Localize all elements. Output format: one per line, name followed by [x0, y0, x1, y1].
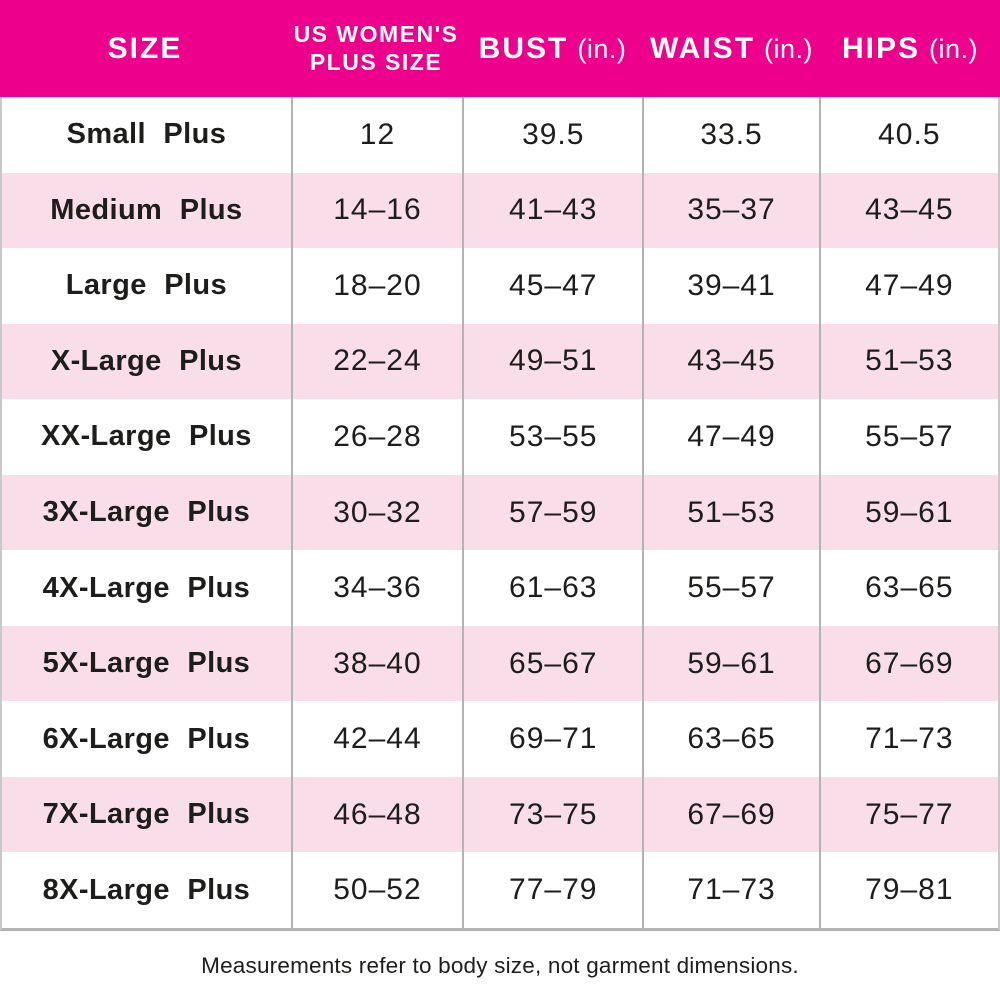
column-header-hips-label: HIPS [841, 31, 921, 65]
footnote-area: Measurements refer to body size, not gar… [0, 931, 1000, 1000]
hips-cell: 67–69 [818, 625, 998, 702]
column-header-us-line2: PLUS SIZE [309, 48, 443, 75]
bust-cell: 57–59 [462, 474, 642, 551]
size-cell: X-Large Plus [50, 344, 242, 377]
column-header-size: SIZE [0, 0, 290, 97]
column-header-us-line1: US WOMEN'S [293, 21, 459, 48]
bust-cell: 77–79 [462, 852, 642, 929]
table-row: X-Large Plus 22–24 49–51 43–45 51–53 [2, 323, 998, 400]
table-row: 5X-Large Plus 38–40 65–67 59–61 67–69 [2, 625, 998, 702]
bust-cell: 53–55 [462, 399, 642, 475]
hips-cell: 59–61 [818, 474, 998, 551]
us-size-cell: 18–20 [290, 248, 462, 324]
hips-cell: 79–81 [818, 852, 998, 929]
waist-cell: 47–49 [642, 399, 818, 475]
bust-cell: 39.5 [462, 97, 642, 173]
us-size-cell: 50–52 [290, 852, 462, 929]
size-cell: 4X-Large Plus [42, 571, 251, 604]
bust-cell: 49–51 [462, 323, 642, 400]
hips-cell: 63–65 [818, 550, 998, 626]
waist-cell: 63–65 [642, 701, 818, 777]
hips-cell: 71–73 [818, 701, 998, 777]
table-row: 6X-Large Plus 42–44 69–71 63–65 71–73 [2, 701, 998, 777]
us-size-cell: 14–16 [290, 172, 462, 249]
table-row: Small Plus 12 39.5 33.5 40.5 [2, 97, 998, 173]
bust-cell: 73–75 [462, 776, 642, 853]
table-row: Large Plus 18–20 45–47 39–41 47–49 [2, 248, 998, 324]
column-header-hips: HIPS (in.) [820, 0, 1000, 97]
column-header-us-plus-size: US WOMEN'S PLUS SIZE [290, 0, 462, 97]
size-cell: XX-Large Plus [41, 420, 252, 453]
us-size-cell: 34–36 [290, 550, 462, 626]
waist-cell: 55–57 [642, 550, 818, 626]
size-cell: 5X-Large Plus [42, 647, 251, 680]
table-row: 7X-Large Plus 46–48 73–75 67–69 75–77 [2, 776, 998, 853]
size-cell: 3X-Large Plus [42, 496, 251, 528]
hips-cell: 43–45 [818, 172, 998, 249]
column-header-waist-label: WAIST [650, 31, 755, 65]
column-header-waist: WAIST (in.) [643, 0, 820, 97]
column-header-waist-unit: (in.) [764, 33, 813, 64]
us-size-cell: 26–28 [290, 399, 462, 475]
column-header-bust-label: BUST [478, 31, 569, 65]
table-row: 8X-Large Plus 50–52 77–79 71–73 79–81 [2, 852, 998, 929]
column-header-bust-unit: (in.) [577, 33, 627, 64]
table-row: XX-Large Plus 26–28 53–55 47–49 55–57 [2, 399, 998, 475]
hips-cell: 75–77 [818, 776, 998, 853]
us-size-cell: 30–32 [290, 474, 462, 551]
column-header-bust: BUST (in.) [462, 0, 643, 97]
us-size-cell: 42–44 [290, 701, 462, 777]
bust-cell: 65–67 [462, 625, 642, 702]
waist-cell: 33.5 [642, 97, 818, 173]
waist-cell: 51–53 [642, 474, 818, 551]
waist-cell: 67–69 [642, 776, 818, 853]
hips-cell: 47–49 [818, 248, 998, 324]
waist-cell: 59–61 [642, 625, 818, 702]
waist-cell: 43–45 [642, 323, 818, 400]
hips-cell: 51–53 [818, 323, 998, 400]
table-row: Medium Plus 14–16 41–43 35–37 43–45 [2, 172, 998, 249]
table-header-row: SIZE US WOMEN'S PLUS SIZE BUST (in.) WAI… [0, 0, 1000, 97]
table-row: 4X-Large Plus 34–36 61–63 55–57 63–65 [2, 550, 998, 626]
bust-cell: 45–47 [462, 248, 642, 324]
table-row: 3X-Large Plus 30–32 57–59 51–53 59–61 [2, 474, 998, 551]
bust-cell: 69–71 [462, 701, 642, 777]
plus-size-chart-table: SIZE US WOMEN'S PLUS SIZE BUST (in.) WAI… [0, 0, 1000, 931]
bust-cell: 41–43 [462, 172, 642, 249]
size-cell: Small Plus [66, 118, 227, 151]
us-size-cell: 22–24 [290, 323, 462, 400]
size-cell: 8X-Large Plus [42, 873, 251, 906]
us-size-cell: 12 [290, 97, 462, 173]
us-size-cell: 38–40 [290, 625, 462, 702]
size-cell: Large Plus [65, 269, 228, 302]
hips-cell: 55–57 [818, 399, 998, 475]
column-header-hips-unit: (in.) [929, 33, 979, 64]
hips-cell: 40.5 [818, 97, 998, 173]
measurement-footnote: Measurements refer to body size, not gar… [201, 952, 799, 978]
column-header-size-label: SIZE [107, 31, 183, 65]
size-cell: 6X-Large Plus [42, 722, 251, 755]
bust-cell: 61–63 [462, 550, 642, 626]
waist-cell: 39–41 [642, 248, 818, 324]
size-cell: Medium Plus [50, 193, 243, 226]
table-body: Small Plus 12 39.5 33.5 40.5 Medium Plus… [0, 97, 1000, 931]
size-cell: 7X-Large Plus [42, 798, 251, 831]
waist-cell: 35–37 [642, 172, 818, 249]
us-size-cell: 46–48 [290, 776, 462, 853]
waist-cell: 71–73 [642, 852, 818, 929]
